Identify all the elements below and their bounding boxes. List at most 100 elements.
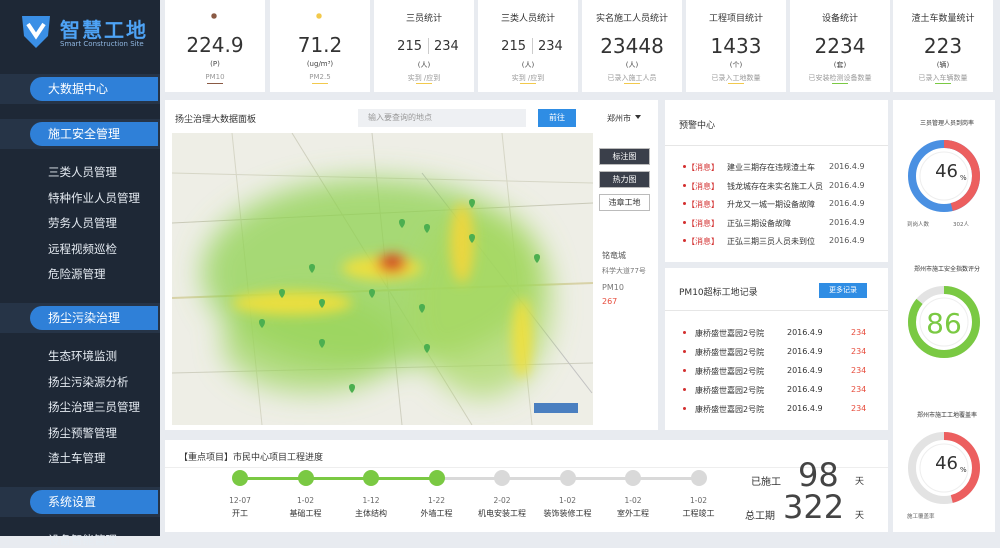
menu-item[interactable]: 设备智能管理	[48, 533, 117, 547]
record-value: 234	[851, 366, 867, 375]
bullet	[683, 239, 686, 242]
logo-title: 智慧工地	[60, 18, 148, 42]
map-pin	[319, 299, 325, 308]
stat-unit: (套)	[833, 61, 847, 69]
menu-item[interactable]: 扬尘预警管理	[48, 425, 117, 440]
record-name[interactable]: 康桥盛世嘉园2号院	[695, 329, 765, 338]
warning-text[interactable]: 升龙又一城一期设备故障	[727, 200, 815, 209]
step-date: 1-02	[624, 496, 642, 505]
bullet	[683, 388, 686, 391]
record-name[interactable]: 康桥盛世嘉园2号院	[695, 405, 765, 414]
step-label: 开工	[232, 509, 248, 518]
menu-item[interactable]: 危险源管理	[48, 267, 106, 282]
stat-title: 实名施工人员统计	[595, 14, 668, 24]
warning-date: 2016.4.9	[829, 180, 865, 190]
menu-group[interactable]: 系统设置	[30, 490, 158, 514]
menu-item[interactable]: 扬尘治理三员管理	[48, 400, 140, 415]
total-unit: 天	[855, 511, 865, 521]
divider	[665, 310, 888, 311]
pin-shape	[309, 264, 315, 273]
menu-group[interactable]: 施工安全管理	[30, 122, 158, 146]
map-pin	[469, 234, 475, 243]
record-value: 234	[851, 328, 867, 337]
panel-title: PM10超标工地记录	[679, 288, 758, 298]
bullet	[683, 350, 686, 353]
record-name[interactable]: 康桥盛世嘉园2号院	[695, 386, 765, 395]
dashboard: 智慧工地 Smart Construction Site 大数据中心 施工安全管理 三类…	[0, 0, 995, 536]
warning-tag: 【消息】	[687, 237, 719, 246]
stat-value: 1433	[710, 34, 762, 58]
city-select[interactable]: 郑州市	[607, 114, 631, 123]
gauge-inner	[919, 151, 969, 201]
more-button[interactable]: 更多记录	[819, 283, 867, 298]
pin-shape	[469, 199, 475, 208]
warning-text[interactable]: 建业三期存在违规渣土车	[727, 163, 815, 172]
gauge-column: 三员管理人员到岗率 46% 到岗人数 302人 郑州市施工安全指数评分 86 郑州市施工工地…	[893, 100, 995, 532]
map-mode-button[interactable]: 热力图	[599, 171, 650, 188]
map-label-bg	[534, 403, 578, 413]
step-date: 1-22	[427, 496, 446, 505]
step-date: 1-12	[362, 496, 380, 505]
divider	[165, 467, 888, 468]
stat-unit: (个)	[729, 61, 743, 69]
logo-mark	[26, 22, 46, 40]
map-pin	[424, 344, 430, 353]
record-date: 2016.4.9	[787, 366, 823, 375]
step-date: 1-02	[558, 496, 577, 505]
stat-card: 实名施工人员统计 23448 (人) 已录入施工人员	[582, 0, 682, 92]
stat-label: 已录入车辆数量	[918, 74, 968, 82]
map-mode-button[interactable]: 违章工地	[599, 194, 650, 211]
menu-item[interactable]: 扬尘污染源分析	[48, 374, 129, 389]
gauge-inner	[919, 443, 969, 493]
stat-title: 设备统计	[821, 14, 858, 24]
record-name[interactable]: 康桥盛世嘉园2号院	[695, 367, 765, 376]
menu-group[interactable]: 扬尘污染治理	[30, 306, 158, 330]
menu-item[interactable]: 远程视频巡检	[48, 241, 117, 256]
pin-shape	[534, 254, 540, 263]
progress-panel: 【重点项目】市民中心项目工程进度 12-07 开工 1-02 基础工程 1-12 主体结构 1…	[165, 440, 888, 532]
heat-map[interactable]	[172, 133, 593, 425]
record-value: 234	[851, 385, 867, 394]
stat-icon	[314, 12, 324, 20]
gauge	[908, 140, 980, 212]
elapsed-unit: 天	[855, 477, 865, 487]
pin-shape	[419, 304, 425, 313]
warning-text[interactable]: 钱龙城存在未实名施工人员	[727, 181, 823, 191]
menu-item[interactable]: 劳务人员管理	[48, 216, 117, 231]
caret	[635, 115, 641, 119]
warning-date: 2016.4.9	[829, 199, 865, 208]
bullet	[683, 183, 686, 187]
gauge-title: 郑州市施工工地覆盖率	[916, 412, 977, 419]
gauge	[908, 286, 980, 358]
stat-underline	[416, 83, 432, 84]
map-pin	[369, 289, 375, 298]
menu-group[interactable]: 大数据中心	[30, 77, 158, 101]
bullet	[683, 202, 686, 205]
stat-label: 已录入工地数量	[711, 74, 761, 82]
stat-underline	[207, 83, 223, 84]
warning-date: 2016.4.9	[829, 217, 865, 227]
warning-tag: 【消息】	[687, 218, 719, 228]
map-mode-button[interactable]: 标注图	[599, 148, 650, 165]
gauge-arc	[908, 432, 980, 504]
menu-item[interactable]: 三类人员管理	[48, 165, 117, 179]
gauge-inner	[919, 297, 969, 347]
search-button[interactable]: 前往	[538, 109, 576, 127]
warning-text[interactable]: 正弘三期设备故障	[727, 218, 791, 228]
stat-underline	[935, 83, 951, 84]
heat-zone	[412, 208, 552, 398]
menu-item[interactable]: 生态环境监测	[48, 349, 117, 363]
stat-unit: (人)	[625, 61, 639, 69]
heat-spot	[384, 257, 400, 269]
stat-unit: (P)	[210, 60, 220, 68]
total-label: 总工期	[745, 511, 775, 522]
warning-text[interactable]: 正弘三期三员人员未到位	[727, 237, 815, 246]
warning-date: 2016.4.9	[829, 162, 865, 171]
record-name[interactable]: 康桥盛世嘉园2号院	[695, 348, 765, 357]
menu-item[interactable]: 特种作业人员管理	[48, 190, 140, 205]
heat-layer	[202, 178, 552, 398]
search-input[interactable]: 输入要查询的地点	[358, 109, 526, 127]
logo-icon	[22, 16, 50, 48]
heat-spot	[450, 203, 474, 283]
menu-item[interactable]: 渣土车管理	[48, 451, 106, 466]
